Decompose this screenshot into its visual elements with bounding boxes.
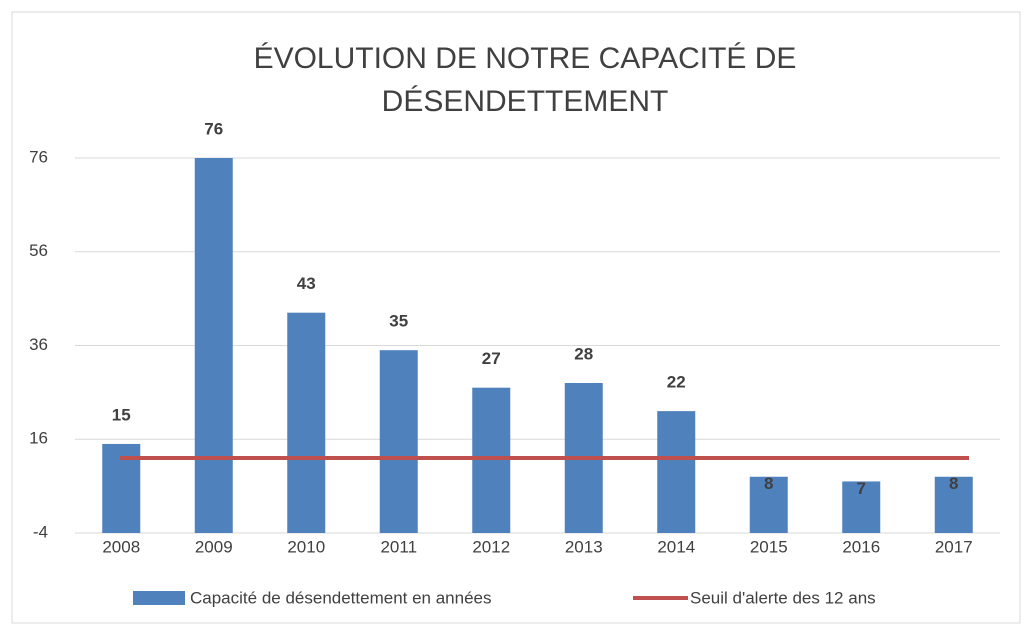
chart-title: ÉVOLUTION DE NOTRE CAPACITÉ DE (254, 42, 797, 75)
bar (657, 411, 696, 533)
x-tick-label: 2016 (842, 537, 880, 556)
x-tick-label: 2015 (750, 537, 788, 556)
chart-title: DÉSENDETTEMENT (382, 85, 669, 118)
data-label: 43 (297, 274, 316, 293)
data-label: 35 (389, 312, 408, 331)
bar (934, 476, 973, 533)
bar (287, 312, 326, 533)
x-tick-label: 2010 (287, 537, 325, 556)
x-tick-label: 2009 (195, 537, 233, 556)
y-tick-label: -4 (33, 522, 48, 541)
y-tick-label: 16 (29, 429, 48, 448)
x-tick-label: 2008 (102, 537, 140, 556)
legend-label: Capacité de désendettement en années (190, 588, 492, 607)
x-tick-label: 2013 (565, 537, 603, 556)
data-label: 8 (764, 474, 773, 493)
legend-swatch (133, 591, 185, 605)
bar (749, 476, 788, 533)
data-label: 15 (112, 405, 131, 424)
bar (472, 387, 511, 533)
x-tick-label: 2014 (657, 537, 695, 556)
data-label: 7 (857, 479, 866, 498)
x-tick-label: 2017 (935, 537, 973, 556)
x-tick-label: 2011 (380, 537, 417, 556)
data-label: 27 (482, 349, 501, 368)
data-label: 8 (949, 474, 958, 493)
y-tick-label: 76 (29, 147, 48, 166)
legend-label: Seuil d'alerte des 12 ans (690, 588, 876, 607)
bar (194, 158, 233, 533)
y-tick-label: 56 (29, 241, 48, 260)
bar (842, 481, 881, 533)
bar (379, 350, 418, 533)
data-label: 28 (574, 344, 593, 363)
data-label: 76 (204, 119, 223, 138)
x-tick-label: 2012 (472, 537, 510, 556)
data-label: 22 (667, 373, 686, 392)
y-tick-label: 36 (29, 335, 48, 354)
